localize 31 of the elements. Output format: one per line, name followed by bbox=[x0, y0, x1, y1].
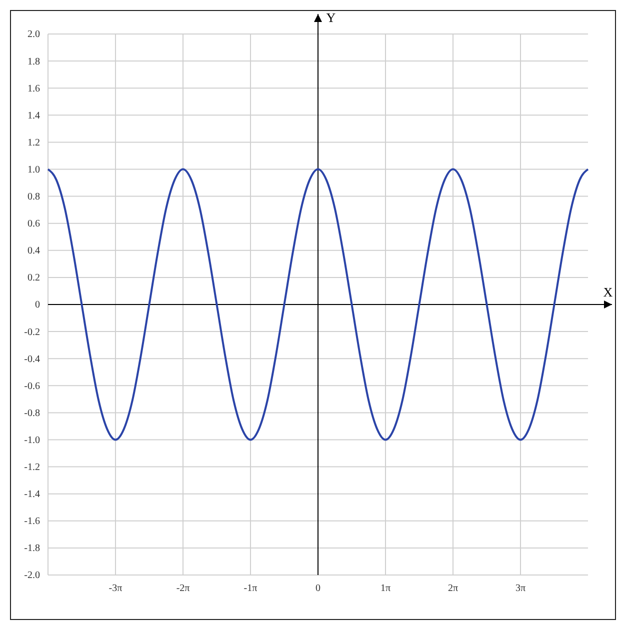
x-tick-label: -3π bbox=[108, 583, 122, 594]
y-tick-label: -1.4 bbox=[24, 489, 40, 500]
y-tick-label: 1.4 bbox=[28, 110, 40, 122]
x-tick-label: -1π bbox=[244, 583, 258, 594]
y-tick-label: -1.8 bbox=[24, 543, 40, 554]
y-tick-label: 1.0 bbox=[28, 164, 40, 176]
line-series bbox=[47, 168, 589, 441]
y-tick-label: 1.8 bbox=[28, 56, 40, 68]
y-tick-label: -0.4 bbox=[24, 354, 40, 365]
y-tick-label: 0.8 bbox=[28, 192, 40, 202]
y-tick-label: 1.6 bbox=[28, 83, 40, 94]
y-tick-label: -1.2 bbox=[24, 462, 40, 473]
y-tick-label: -1.6 bbox=[24, 516, 40, 528]
x-tick-label: -2π bbox=[176, 583, 190, 594]
y-tick-label: -0.2 bbox=[24, 326, 40, 338]
y-tick-label: 0 bbox=[35, 300, 40, 311]
y-tick-label: -1.0 bbox=[24, 434, 40, 446]
x-tick-label: 1π bbox=[380, 583, 391, 594]
y-tick-label: 2.0 bbox=[28, 29, 40, 40]
y-tick-label: -0.8 bbox=[24, 408, 40, 419]
y-tick-label: 0.4 bbox=[28, 246, 40, 257]
y-tick-label: 0.2 bbox=[28, 272, 40, 284]
y-tick-label: 1.2 bbox=[28, 137, 40, 148]
y-tick-label: 0.6 bbox=[28, 218, 40, 230]
x-axis-title: X bbox=[603, 284, 614, 300]
y-tick-label: -2.0 bbox=[24, 570, 40, 582]
x-tick-label: 0 bbox=[316, 583, 320, 594]
y-tick-label: -0.6 bbox=[24, 380, 40, 392]
x-tick-label: 3π bbox=[515, 583, 526, 594]
x-tick-label: 2π bbox=[448, 583, 458, 594]
y-axis-title: Y bbox=[326, 10, 336, 25]
